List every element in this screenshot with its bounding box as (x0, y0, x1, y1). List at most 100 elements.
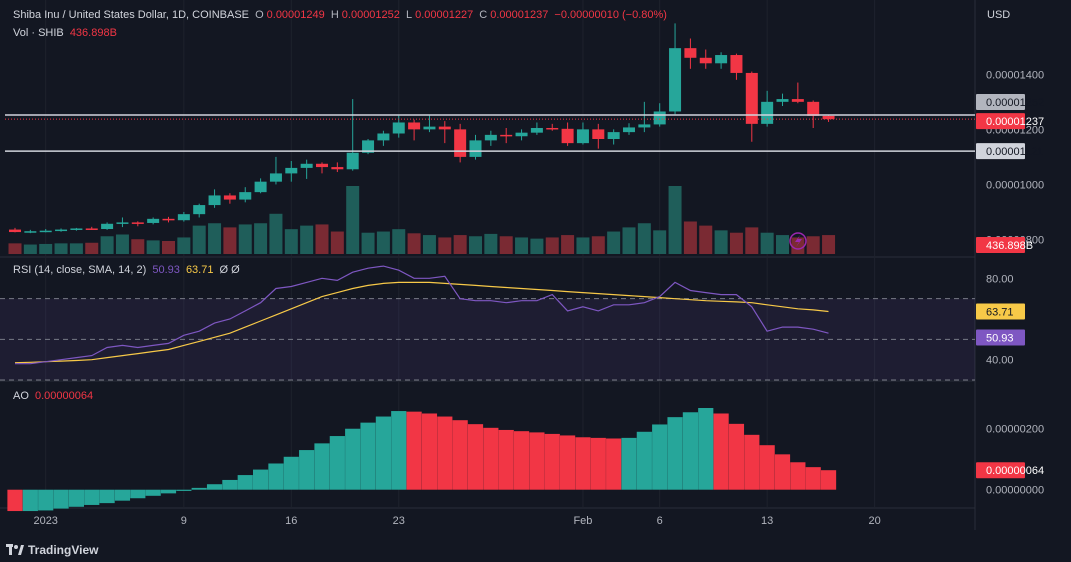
ao-bar (667, 417, 683, 490)
time-tick-label: 6 (657, 515, 663, 527)
ao-legend[interactable]: AO 0.00000064 (13, 390, 96, 402)
volume-bar (545, 237, 559, 254)
candle-body (254, 181, 267, 193)
volume-bar (177, 237, 191, 254)
candlestick-series (9, 23, 835, 234)
volume-bar (146, 240, 160, 254)
candle-body (469, 140, 482, 157)
low-value: 0.00001227 (415, 9, 474, 21)
time-tick-label: 13 (761, 515, 773, 527)
time-tick-label: Feb (573, 515, 592, 527)
candle-body (346, 152, 359, 170)
volume-bar (453, 235, 467, 254)
low-price-label-box (976, 143, 1025, 160)
time-tick-label: 16 (285, 515, 297, 527)
ao-bar (99, 489, 115, 504)
ao-bar (513, 431, 530, 490)
volume-bar (469, 236, 482, 254)
candle-body (362, 140, 375, 153)
volume-bar (284, 229, 298, 254)
volume-bar (515, 237, 529, 254)
ao-bar (299, 450, 315, 490)
ao-bar (268, 463, 284, 490)
candle-body (607, 132, 620, 139)
tradingview-logo[interactable]: TradingView (6, 543, 98, 557)
ao-bar (744, 434, 760, 490)
volume-bar (392, 229, 406, 254)
time-tick-label: 9 (181, 515, 187, 527)
rsi-tick-label: 40.00 (986, 355, 1014, 367)
ao-bar (575, 437, 591, 490)
ao-bar (820, 470, 837, 490)
ao-bar (84, 489, 100, 505)
candle-body (331, 167, 344, 170)
candle-body (546, 127, 559, 130)
volume-bar (346, 186, 360, 254)
candle-body (730, 55, 743, 73)
rsi-legend[interactable]: RSI (14, close, SMA, 14, 2) 50.93 63.71 … (13, 264, 243, 276)
volume-legend[interactable]: Vol · SHIB 436.898B (13, 27, 120, 39)
candle-body (592, 129, 605, 139)
ao-bar (68, 489, 84, 507)
candle-body (300, 163, 313, 168)
high-label: H (330, 9, 339, 21)
rsi-line (15, 265, 829, 365)
candle-body (745, 72, 758, 124)
last-price-label: 0.00001237 (986, 116, 1044, 128)
volume-bar (115, 234, 129, 254)
volume-bar (238, 224, 252, 254)
candle-body (669, 48, 682, 112)
close-value: 0.00001237 (490, 9, 549, 21)
ao-bar (774, 454, 791, 490)
candle-body (653, 111, 666, 125)
volume-bar (254, 223, 268, 254)
volume-bar (791, 237, 805, 254)
ao-bar (483, 427, 499, 490)
candle-body (515, 132, 528, 137)
volume-bar (39, 243, 53, 254)
ao-bar (176, 489, 192, 491)
open-label: O (255, 9, 264, 21)
volume-bar (407, 233, 421, 254)
volume-bar (162, 240, 175, 254)
volume-bar (653, 230, 667, 254)
ao-bar (222, 479, 238, 490)
ao-bar (253, 469, 269, 490)
lightning-icon[interactable] (789, 232, 807, 250)
volume-bar (300, 225, 314, 254)
ao-bar (652, 424, 668, 490)
tradingview-text: TradingView (28, 543, 99, 557)
high-price-label: 0.00001252 (986, 97, 1044, 109)
candle-body (454, 129, 467, 157)
volume-bar (361, 232, 375, 254)
ao-bar (160, 489, 177, 494)
volume-bar (484, 233, 498, 254)
rsi-sma-price-label-box (976, 303, 1025, 320)
volume-value-label: 436.898B (986, 240, 1033, 252)
candle-body (239, 192, 252, 200)
volume-value: 436.898B (69, 27, 117, 39)
candle-body (85, 228, 98, 230)
volume-bar (729, 232, 743, 254)
time-tick-label: 20 (868, 515, 880, 527)
candle-body (39, 230, 52, 233)
rsi-sma-price-label: 63.71 (986, 306, 1014, 318)
candle-body (177, 214, 190, 221)
volume-bars (8, 186, 836, 254)
candle-body (638, 124, 651, 128)
volume-label: Vol · SHIB (13, 27, 64, 39)
ao-tick-label: 0.00000200 (986, 424, 1044, 436)
rsi-title: RSI (14, close, SMA, 14, 2) (13, 264, 147, 276)
ao-price-label: 0.00000064 (986, 465, 1044, 477)
candle-body (822, 115, 835, 120)
axis-labels: 0.000014000.000012000.000010000.00000800… (33, 69, 1044, 527)
candle-body (776, 99, 789, 102)
symbol-legend[interactable]: Shiba Inu / United States Dollar, 1D, CO… (13, 9, 670, 21)
volume-bar (637, 223, 651, 254)
volume-bar (745, 227, 759, 254)
ao-price-label-box (976, 462, 1025, 479)
volume-bar (131, 239, 145, 254)
tradingview-icon (6, 544, 24, 555)
ao-bar (237, 475, 253, 490)
